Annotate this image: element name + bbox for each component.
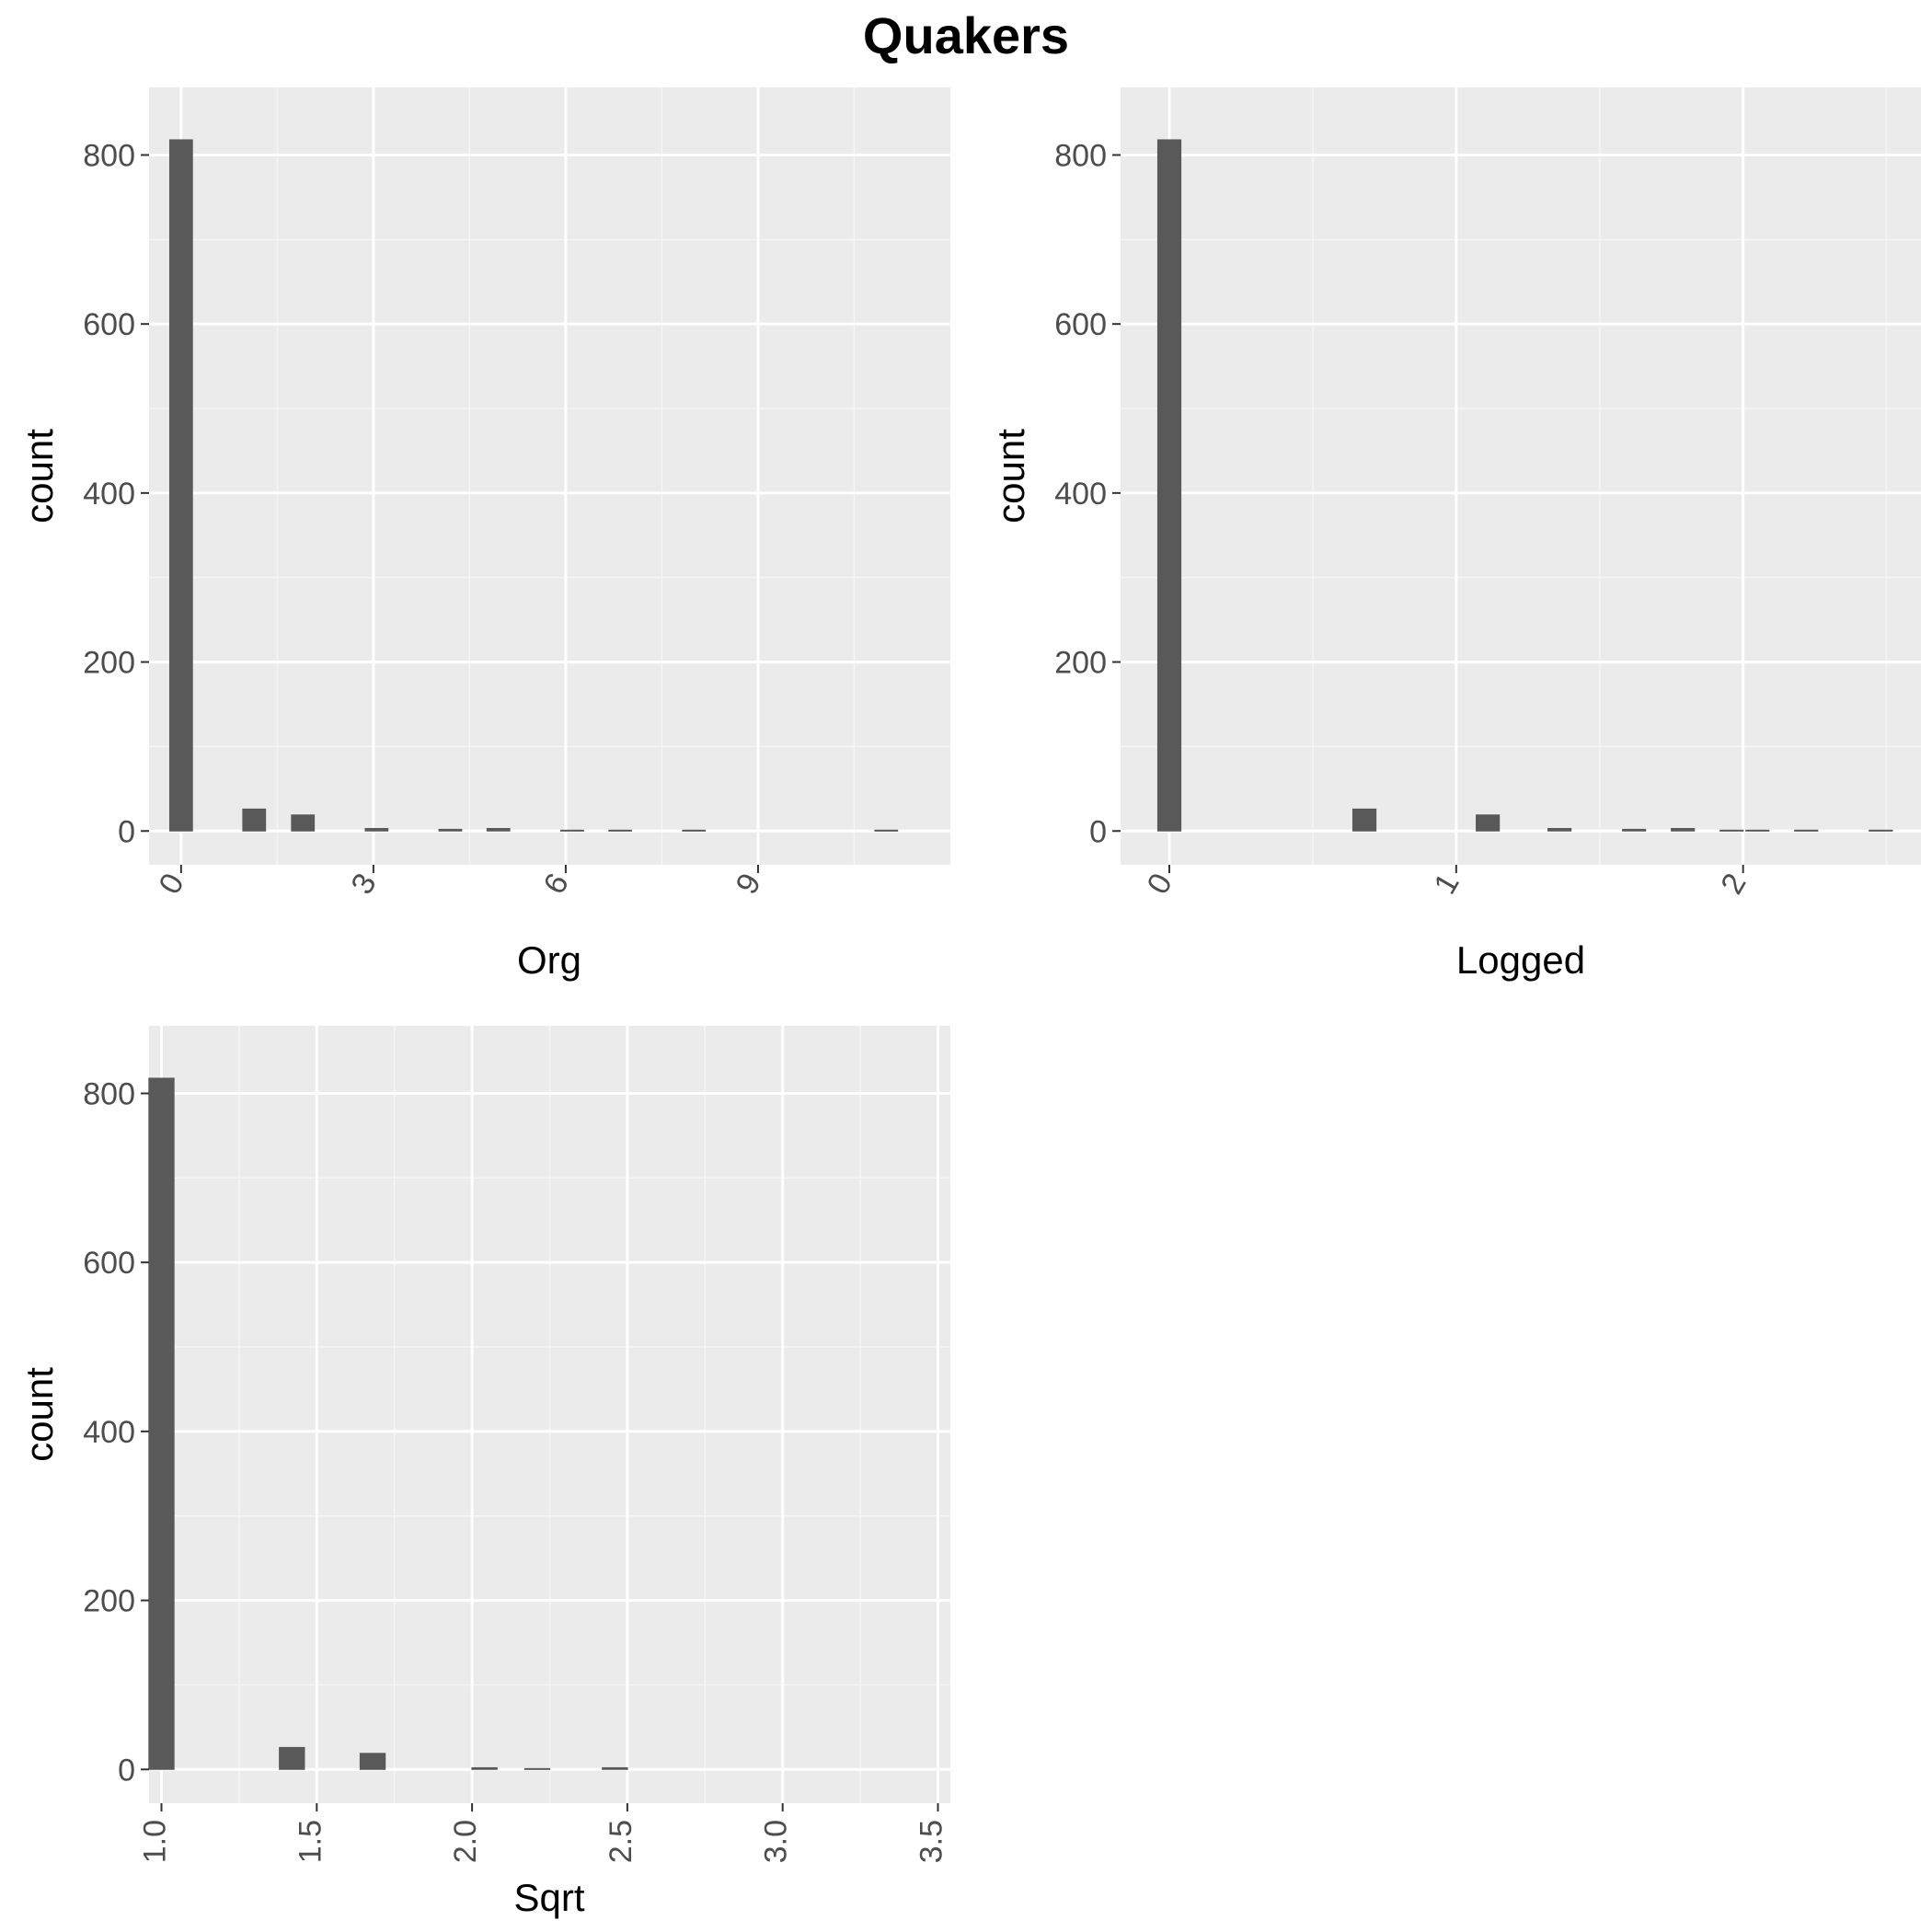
histogram-bar [602, 1766, 628, 1770]
histogram-bar [608, 829, 633, 832]
histogram-bar [1869, 829, 1893, 832]
x-tick-label: 6 [536, 868, 575, 900]
y-tick-label: 800 [83, 138, 135, 173]
x-tick-label: 1 [1427, 868, 1466, 900]
histogram-bar [168, 139, 193, 832]
panel-2: 0 200 400 600 800 0 1 2 Logged count [989, 87, 1921, 982]
x-tick-label: 3 [344, 868, 383, 900]
histogram-bar [1794, 829, 1819, 832]
y-tick-label: 200 [83, 1584, 135, 1619]
y-tick-label: 800 [83, 1076, 135, 1111]
x-tick-label: 1.0 [138, 1820, 173, 1863]
x-tick-label: 9 [730, 868, 768, 900]
histogram-bar [1745, 829, 1770, 832]
x-tick-label: 2 [1714, 868, 1753, 900]
x-tick-label: 0 [1141, 868, 1179, 900]
x-tick-label: 2.5 [604, 1820, 638, 1863]
histogram-bar [471, 1766, 498, 1770]
histogram-bar [523, 1767, 551, 1770]
y-tick-label: 200 [1054, 646, 1107, 681]
y-tick-label: 600 [83, 307, 135, 342]
x-tick-label: 2.0 [448, 1820, 483, 1863]
histogram-bar [291, 814, 316, 832]
y-tick-label: 0 [118, 1753, 135, 1788]
x-tick-label: 0 [152, 868, 190, 900]
y-tick-label: 400 [1054, 477, 1107, 512]
y-tick-label: 800 [1054, 138, 1107, 173]
histogram-bar [1671, 828, 1696, 832]
y-tick-label: 200 [83, 646, 135, 681]
histogram-bar [486, 828, 511, 832]
x-axis-title: Logged [1456, 938, 1585, 982]
panel-background [149, 87, 950, 865]
x-tick-label: 3.0 [759, 1820, 794, 1863]
x-tick-label: 1.5 [293, 1820, 328, 1863]
histogram-bar [279, 1746, 305, 1770]
histogram-bar [559, 829, 584, 832]
histogram-bar [1547, 828, 1572, 832]
panel-3: 0 200 400 600 800 1.0 1.5 2.0 2.5 3.0 3.5 Sqrt count [17, 1026, 950, 1919]
y-tick-label: 400 [83, 1415, 135, 1450]
histogram-bar [359, 1753, 386, 1770]
y-tick-label: 0 [1089, 814, 1107, 849]
histogram-bar [1719, 829, 1744, 832]
figure-title: Quakers [862, 6, 1070, 64]
x-axis-title: Org [517, 938, 581, 982]
histogram-bar [438, 828, 463, 832]
histogram-bar [1351, 808, 1377, 832]
histogram-bar [874, 829, 899, 832]
panel-background [1121, 87, 1921, 865]
histogram-bar [682, 829, 707, 832]
y-tick-label: 0 [118, 814, 135, 849]
histogram-bar [1622, 828, 1647, 832]
x-axis-title: Sqrt [513, 1876, 584, 1919]
y-axis-title: count [17, 1367, 61, 1462]
panel-1: 0 200 400 600 800 0 3 6 9 Org count [17, 87, 950, 982]
histogram-bar [148, 1077, 175, 1770]
y-tick-label: 600 [1054, 307, 1107, 342]
histogram-bar [1156, 139, 1182, 832]
histogram-bar [1476, 814, 1501, 832]
x-tick-label: 3.5 [914, 1820, 949, 1863]
histogram-bar [364, 828, 389, 832]
y-tick-label: 600 [83, 1246, 135, 1281]
y-axis-title: count [989, 429, 1032, 523]
y-axis-title: count [17, 429, 61, 523]
histogram-bar [242, 808, 267, 832]
y-tick-label: 400 [83, 477, 135, 512]
